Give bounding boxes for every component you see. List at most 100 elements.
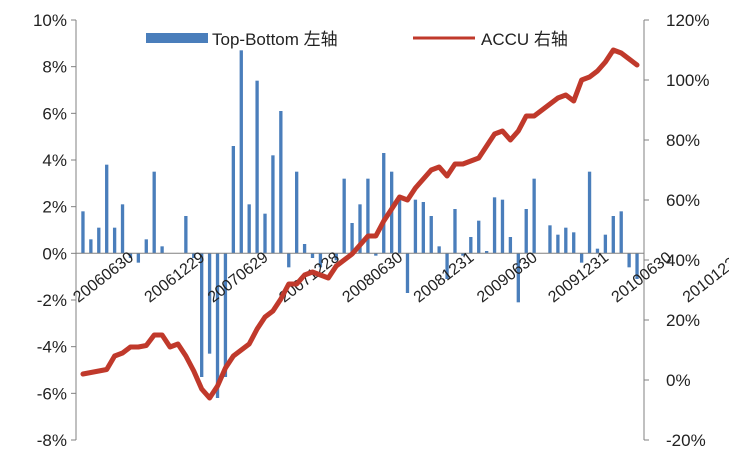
bar [231, 146, 236, 254]
bar [421, 202, 425, 254]
right-tick-label: 0% [666, 371, 691, 390]
bar [350, 223, 354, 254]
bar [120, 204, 125, 254]
x-tick-label: 20090630 [474, 249, 541, 306]
accu-line [80, 47, 640, 401]
bar [112, 227, 117, 254]
bar [334, 253, 338, 261]
left-tick-label: 2% [42, 198, 67, 217]
left-tick-label: 10% [33, 11, 67, 30]
bar [374, 253, 378, 256]
bar [136, 253, 141, 263]
bar [310, 253, 315, 258]
left-tick-label: -8% [37, 431, 67, 450]
bar [635, 253, 639, 279]
bar [239, 50, 243, 254]
bar [89, 239, 93, 254]
x-tick-label: 20100630 [609, 249, 676, 306]
bar [595, 248, 600, 254]
right-tick-label: 20% [666, 311, 700, 330]
x-tick-label: 20091231 [545, 249, 612, 306]
bar [382, 153, 386, 254]
bar [152, 171, 156, 254]
bar [215, 253, 220, 398]
bar [532, 178, 536, 254]
bar [184, 216, 188, 254]
bar [81, 211, 85, 254]
bar [105, 164, 109, 254]
left-tick-label: 4% [42, 151, 67, 170]
bar [405, 253, 410, 293]
x-tick-label: 20060630 [70, 249, 137, 306]
bar [287, 253, 291, 268]
bar [429, 216, 433, 254]
bar [279, 111, 283, 254]
bar [603, 234, 608, 254]
bar [358, 204, 362, 254]
bar [453, 209, 457, 254]
legend-label-bar: Top-Bottom 左轴 [212, 30, 338, 49]
bar [302, 244, 307, 254]
bar [572, 232, 576, 254]
bar [611, 216, 615, 254]
bar-series [81, 50, 639, 398]
left-axis-ticks: -8% -6% -4% -2% 0% 2% 4% 6% 8% 10% [33, 11, 76, 450]
x-tick-label: 20070629 [205, 249, 272, 306]
bar [627, 253, 631, 268]
right-axis-ticks: -20% 0% 20% 40% 60% 80% 100% 120% [644, 11, 709, 450]
bar [556, 234, 560, 254]
bar [484, 251, 489, 254]
bar [492, 197, 497, 254]
right-tick-label: 80% [666, 131, 700, 150]
left-tick-label: 6% [42, 104, 67, 123]
bar [445, 253, 449, 279]
bar [587, 171, 592, 254]
bar [271, 155, 275, 254]
bar [207, 253, 212, 354]
bar [437, 246, 441, 254]
bar [579, 253, 584, 263]
bar [160, 246, 164, 254]
bar [413, 199, 418, 254]
bar [516, 253, 520, 303]
legend: Top-Bottom 左轴 ACCU 右轴 [146, 30, 568, 49]
legend-label-line: ACCU 右轴 [481, 30, 568, 49]
bar [200, 253, 204, 377]
bar [295, 171, 299, 254]
right-tick-label: 40% [666, 251, 700, 270]
bar [619, 211, 623, 254]
x-tick-label: 20071228 [276, 249, 343, 306]
left-tick-label: 0% [42, 244, 67, 263]
x-tick-label: 20081231 [411, 249, 478, 306]
bar [397, 195, 402, 254]
left-tick-label: 8% [42, 58, 67, 77]
bar [342, 178, 346, 254]
bar [97, 227, 101, 254]
bar [477, 220, 481, 254]
bar [318, 253, 323, 268]
x-tick-label: 20061229 [142, 249, 209, 306]
bar [223, 253, 228, 377]
right-tick-label: 120% [666, 11, 709, 30]
bar [548, 225, 552, 254]
left-tick-label: -2% [37, 291, 67, 310]
bar [263, 213, 267, 254]
bar [524, 209, 528, 254]
left-tick-label: -6% [37, 384, 67, 403]
bar [144, 239, 148, 254]
bar [192, 253, 196, 258]
legend-swatch-bar [146, 33, 208, 43]
bar [461, 253, 465, 256]
left-tick-label: -4% [37, 338, 67, 357]
bar [247, 204, 251, 254]
bar [564, 227, 568, 254]
bar [128, 253, 133, 258]
bar [366, 178, 370, 254]
bar [500, 199, 505, 254]
right-tick-label: 60% [666, 191, 700, 210]
bar [469, 237, 473, 254]
right-tick-label: -20% [666, 431, 706, 450]
right-tick-label: 100% [666, 71, 709, 90]
bar [508, 237, 513, 254]
